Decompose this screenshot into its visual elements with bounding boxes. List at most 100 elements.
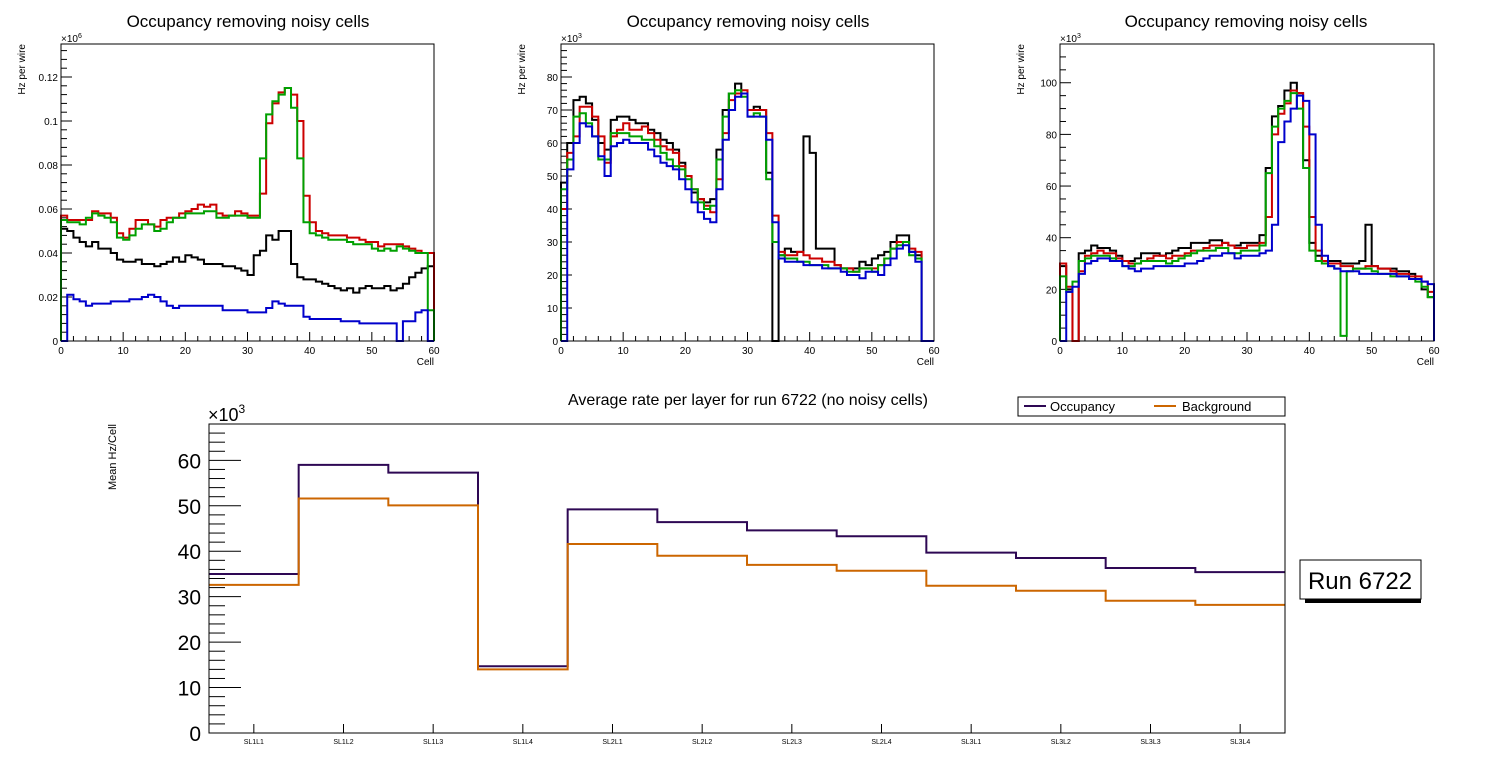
average-rate-plot: Average rate per layer for run 6722 (no … <box>107 392 1422 746</box>
series-red-line <box>60 87 435 341</box>
x-tick-label: 20 <box>680 346 692 357</box>
plot-title: Average rate per layer for run 6722 (no … <box>568 392 928 409</box>
series-background-line <box>209 497 1285 671</box>
y-tick-label: 60 <box>1046 182 1058 193</box>
y-tick-label: 40 <box>1046 234 1058 245</box>
x-tick-label: 40 <box>1304 346 1316 357</box>
x-tick-label: 10 <box>618 346 630 357</box>
x-tick-label: 0 <box>58 346 64 357</box>
x-tick-label: SL2L3 <box>782 739 802 746</box>
y-tick-label: 60 <box>178 450 201 473</box>
y-tick-label: 0.02 <box>39 293 59 304</box>
run-label-text: Run 6722 <box>1308 568 1412 595</box>
y-tick-label: 0 <box>1051 337 1057 348</box>
x-tick-label: 0 <box>558 346 564 357</box>
y-tick-label: 100 <box>1040 79 1057 90</box>
x-tick-label: 0 <box>1057 346 1063 357</box>
x-tick-label: SL3L1 <box>961 739 981 746</box>
x-tick-label: 40 <box>804 346 816 357</box>
series-black-line <box>1059 81 1435 342</box>
y-tick-label: 80 <box>547 73 559 84</box>
x-axis-label: Cell <box>417 357 434 368</box>
y-tick-label: 0 <box>189 723 201 746</box>
x-tick-label: 60 <box>1428 346 1440 357</box>
x-axis-label: Cell <box>1417 357 1434 368</box>
y-tick-label: 0 <box>552 337 558 348</box>
x-tick-label: SL2L2 <box>692 739 712 746</box>
x-tick-label: SL2L4 <box>871 739 891 746</box>
legend-label-occupancy: Occupancy <box>1050 399 1116 414</box>
occupancy-plot-3: Occupancy removing noisy cells Hz per wi… <box>1016 12 1440 368</box>
run-label-shadow <box>1305 599 1421 603</box>
y-tick-label: 0.06 <box>39 205 59 216</box>
occupancy-plot-2: Occupancy removing noisy cells Hz per wi… <box>517 12 940 368</box>
x-tick-label: SL2L1 <box>602 739 622 746</box>
y-axis-label: Hz per wire <box>17 44 28 95</box>
plot-title: Occupancy removing noisy cells <box>127 12 370 31</box>
plot-title: Occupancy removing noisy cells <box>1125 12 1368 31</box>
series-green-line <box>1059 92 1435 341</box>
series-group <box>209 463 1285 671</box>
x-tick-label: SL1L1 <box>244 739 264 746</box>
x-tick-label: 60 <box>928 346 940 357</box>
x-tick-label: 50 <box>1366 346 1378 357</box>
y-tick-label: 60 <box>547 139 559 150</box>
y-tick-label: 50 <box>547 172 559 183</box>
y-tick-label: 0.1 <box>44 117 58 128</box>
y-tick-label: 20 <box>178 632 201 655</box>
x-tick-label: SL1L2 <box>333 739 353 746</box>
run-label-frame <box>1299 559 1422 600</box>
axis-ticks: 0 20 40 60 80 100 0 10 20 30 40 50 60 <box>1040 43 1440 357</box>
axis-ticks: 0 0.02 0.04 0.06 0.08 0.1 0.12 0 10 20 30 40 50 60 <box>39 50 440 357</box>
x-tick-label: SL1L4 <box>513 739 533 746</box>
x-tick-label: 10 <box>1117 346 1129 357</box>
plot-frame <box>60 43 435 342</box>
x-tick-label: 60 <box>428 346 440 357</box>
x-tick-label: SL3L2 <box>1051 739 1071 746</box>
x-tick-label: 40 <box>304 346 316 357</box>
x-tick-label: 10 <box>118 346 130 357</box>
x-tick-label: 30 <box>742 346 754 357</box>
series-group <box>60 87 435 342</box>
series-blue-line <box>1060 94 1435 342</box>
series-green-line <box>60 87 435 341</box>
series-black-line <box>60 227 435 341</box>
y-tick-label: 30 <box>178 587 201 610</box>
x-tick-label: 50 <box>366 346 378 357</box>
y-tick-label: 0 <box>52 337 58 348</box>
x-tick-label: 50 <box>866 346 878 357</box>
y-tick-label: 0.12 <box>39 73 59 84</box>
series-black-line <box>560 82 934 342</box>
x-tick-label: 30 <box>1241 346 1253 357</box>
y-axis-label: Mean Hz/Cell <box>107 424 119 490</box>
y-axis-label: Hz per wire <box>517 44 528 95</box>
axis-ticks: 0 10 20 30 40 50 60 SL1L1 SL1L2 SL1L3 SL1L4 SL2L1 SL… <box>178 423 1250 746</box>
y-tick-label: 20 <box>547 271 559 282</box>
y-tick-label: 30 <box>547 238 559 249</box>
plot-frame <box>1059 43 1435 342</box>
y-tick-label: 0.04 <box>39 249 59 260</box>
x-tick-label: 30 <box>242 346 254 357</box>
y-tick-label: 80 <box>1046 130 1058 141</box>
x-tick-label: SL3L3 <box>1140 739 1160 746</box>
occupancy-plot-1: Occupancy removing noisy cells Hz per wi… <box>17 12 440 368</box>
series-group <box>1059 81 1435 342</box>
x-tick-label: SL1L3 <box>423 739 443 746</box>
x-axis-label: Cell <box>917 357 934 368</box>
y-tick-label: 50 <box>178 496 201 519</box>
y-multiplier: ×103 <box>1060 33 1081 45</box>
y-multiplier: ×103 <box>208 402 246 425</box>
plot-frame <box>208 423 1286 734</box>
legend: Occupancy Background <box>1017 396 1286 417</box>
plot-title: Occupancy removing noisy cells <box>627 12 870 31</box>
y-multiplier: ×103 <box>561 33 582 45</box>
series-red-line <box>1059 89 1435 342</box>
y-axis-label: Hz per wire <box>1016 44 1027 95</box>
x-tick-label: 20 <box>180 346 192 357</box>
series-blue-line <box>561 92 934 342</box>
y-tick-label: 10 <box>547 304 559 315</box>
y-tick-label: 10 <box>178 678 201 701</box>
axis-ticks: 0 10 20 30 40 50 60 70 80 0 10 20 30 40 50 60 <box>547 43 940 357</box>
x-tick-label: 20 <box>1179 346 1191 357</box>
